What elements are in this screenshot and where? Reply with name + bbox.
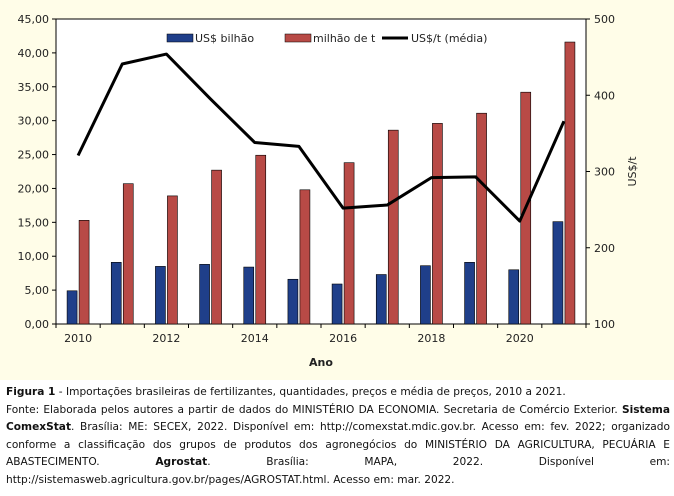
bar-milhao-t [476, 112, 487, 325]
left-axis-tick-label: 0,00 [25, 318, 50, 331]
bar-milhao-t [211, 169, 222, 325]
left-axis-tick-label: 15,00 [18, 216, 50, 229]
figure-title: - Importações brasileiras de fertilizant… [55, 386, 566, 398]
left-axis-tick-label: 20,00 [18, 182, 50, 195]
right-axis-tick-label: 200 [594, 242, 615, 255]
legend-swatch [284, 33, 312, 43]
source-text-3: . Brasília: MAPA, 2022. Disponível em: h… [6, 456, 670, 486]
source-bold-1: Sistema ComexStat [6, 403, 670, 434]
x-axis-label: Ano [309, 356, 333, 369]
right-axis-tick-label: 300 [594, 166, 615, 179]
legend-label: US$/t (média) [411, 32, 487, 45]
source-text-1: Fonte: Elaborada pelos autores a partir … [6, 403, 622, 416]
right-axis-label: US$/t [626, 156, 639, 187]
bar-usd-bilhao [155, 266, 166, 325]
legend-label: milhão de t [313, 32, 376, 45]
figure-label: Figura 1 [6, 386, 56, 398]
chart-svg: 0,00 5,00 10,00 15,00 20,00 25,00 30,00 35,00 40… [18, 13, 640, 369]
left-axis-tick-label: 10,00 [18, 250, 50, 263]
bar-milhao-t [343, 162, 355, 325]
left-axis-tick-label: 25,00 [18, 149, 50, 162]
bar-milhao-t [78, 220, 90, 325]
bar-usd-bilhao [508, 269, 520, 325]
bar-usd-bilhao [66, 290, 78, 325]
x-axis-tick-label: 2010 [64, 332, 92, 345]
bar-usd-bilhao [287, 278, 299, 325]
bar-usd-bilhao [552, 221, 564, 325]
bar-milhao-t [255, 154, 267, 325]
bar-usd-bilhao [464, 262, 475, 325]
bar-usd-bilhao [420, 265, 431, 325]
x-axis-tick-label: 2014 [241, 332, 269, 345]
x-axis-tick-label: 2018 [417, 332, 445, 345]
legend-label: US$ bilhão [195, 32, 254, 45]
right-axis-tick-label: 400 [594, 89, 615, 102]
legend-swatch [166, 33, 194, 43]
line-usd-t-media [76, 52, 566, 223]
left-axis-tick-label: 45,00 [18, 13, 50, 26]
bar-usd-bilhao [331, 283, 343, 325]
right-axis-tick-label: 500 [594, 13, 615, 26]
bar-usd-bilhao [199, 264, 210, 325]
bar-milhao-t [299, 189, 311, 325]
left-axis-tick-label: 40,00 [18, 47, 50, 60]
bar-usd-bilhao [243, 266, 255, 325]
chart-area: 0,00 5,00 10,00 15,00 20,00 25,00 30,00 35,00 40… [0, 0, 674, 380]
right-axis-tick-label: 100 [594, 318, 615, 331]
bar-usd-bilhao [375, 274, 387, 325]
plot-area [55, 18, 587, 325]
source-text-2: . Brasília: ME: SECEX, 2022. Disponível … [6, 421, 670, 468]
bar-milhao-t [122, 183, 134, 325]
left-axis-tick-label: 30,00 [18, 115, 50, 128]
source-bold-2: Agrostat [155, 456, 208, 468]
left-axis-tick-label: 35,00 [18, 81, 50, 94]
bar-milhao-t [387, 129, 399, 325]
x-axis-tick-label: 2016 [329, 332, 357, 345]
x-axis-tick-label: 2012 [152, 332, 180, 345]
x-axis-tick-label: 2020 [506, 332, 534, 345]
figure-caption: Figura 1 - Importações brasileiras de fe… [6, 384, 670, 489]
bar-milhao-t [432, 123, 443, 325]
bar-milhao-t [167, 195, 178, 325]
left-axis-tick-label: 5,00 [25, 284, 50, 297]
bar-usd-bilhao [110, 262, 122, 325]
bar-milhao-t [564, 41, 576, 325]
